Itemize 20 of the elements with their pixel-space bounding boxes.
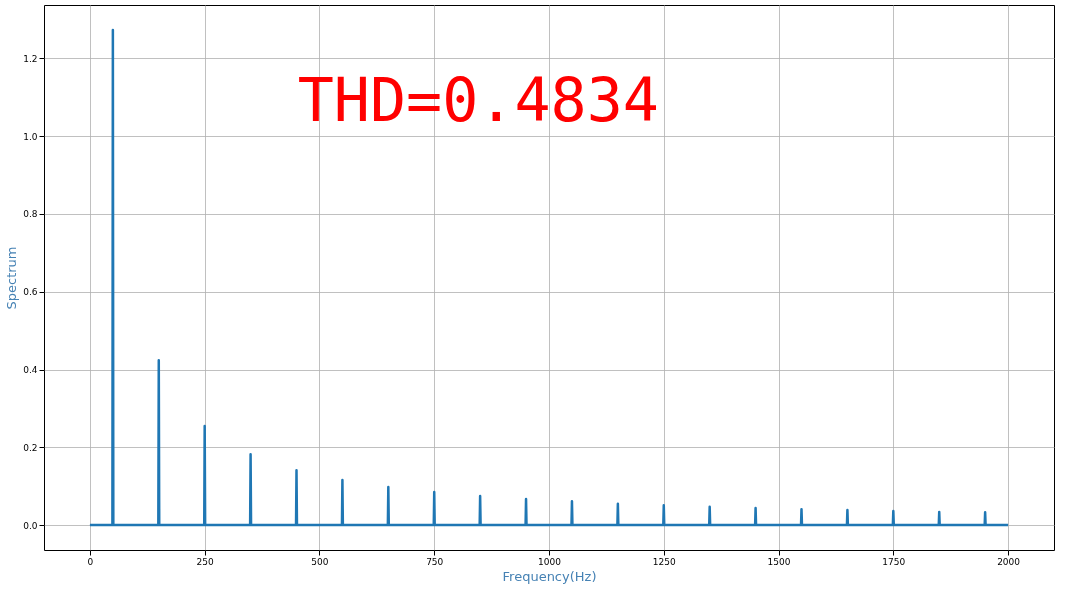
x-tick-label: 750 <box>426 556 444 567</box>
annotation: THD=0.4834 <box>297 65 659 136</box>
y-tick-label: 0.0 <box>23 520 38 531</box>
line-series <box>88 28 1010 527</box>
y-tick-label: 1.0 <box>23 131 38 142</box>
x-tick-label: 2000 <box>997 556 1021 567</box>
y-tick-label: 0.6 <box>23 287 38 298</box>
y-tick-label: 1.2 <box>23 53 38 64</box>
y-axis-title: Spectrum <box>4 246 20 310</box>
x-tick-label: 500 <box>311 556 329 567</box>
x-tick-label: 1000 <box>538 556 562 567</box>
x-axis-title: Frequency(Hz) <box>502 568 597 584</box>
y-tick-label: 0.4 <box>23 365 38 375</box>
y-tick-label: 0.2 <box>23 442 38 453</box>
x-tick-label: 0 <box>87 556 94 567</box>
x-tick-label: 250 <box>196 556 215 567</box>
x-tick-label: 1500 <box>767 556 791 567</box>
x-tick-label: 1750 <box>882 556 906 567</box>
x-tick-label: 1250 <box>652 556 676 567</box>
y-tick-label: 0.8 <box>23 209 38 220</box>
